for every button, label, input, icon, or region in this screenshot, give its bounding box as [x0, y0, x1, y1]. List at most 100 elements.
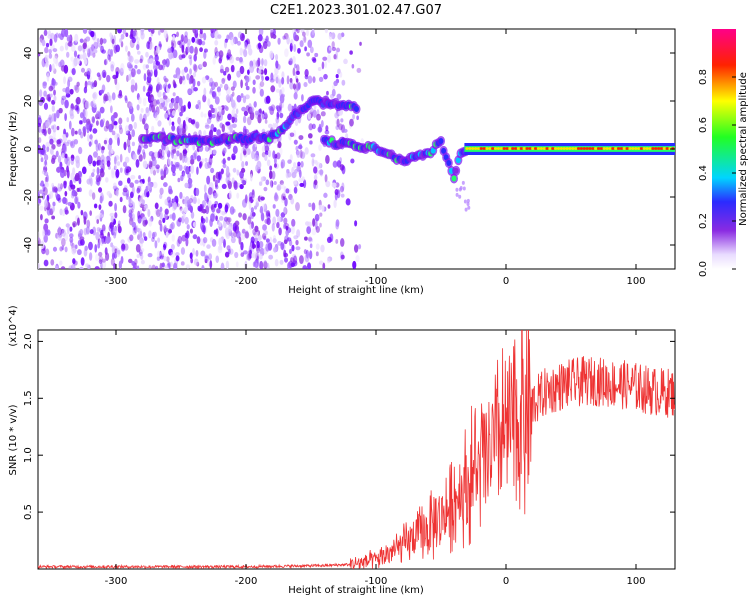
spectrogram-cell	[320, 111, 326, 117]
spectrogram-cell	[289, 154, 293, 162]
spectrogram-cell	[63, 76, 67, 85]
spectrogram-cell	[254, 153, 259, 162]
spectrogram-cell	[228, 228, 232, 234]
spectrogram-cell	[124, 97, 128, 104]
spectrogram-cell	[40, 148, 45, 156]
spectrogram-cell	[107, 54, 111, 61]
spectrogram-cell	[236, 40, 241, 46]
spectrogram-cell	[61, 152, 65, 159]
spectrogram-cell	[322, 262, 326, 269]
spectrogram-cell	[185, 264, 190, 269]
spectrogram-cell	[333, 53, 337, 60]
spectrogram-cell	[54, 53, 59, 59]
spectrogram-cell	[130, 174, 136, 180]
spectrogram-cell	[139, 247, 145, 253]
spectrogram-cell	[441, 147, 447, 154]
spectrogram-cell	[188, 54, 192, 60]
spectrogram-cell	[72, 221, 78, 227]
spectrogram-cell	[83, 215, 87, 225]
spectrogram-cell	[279, 94, 285, 104]
spectrogram-cell	[164, 98, 168, 108]
spectrogram-cell	[43, 154, 49, 161]
spectrogram-cell	[240, 230, 246, 241]
spectrogram-cell	[203, 48, 208, 53]
spectrogram-cell	[187, 101, 192, 110]
spectrogram-cell	[192, 196, 197, 205]
spectrogram-cell	[177, 235, 183, 245]
spectrogram-cell	[84, 80, 88, 89]
spectrogram-cell	[225, 175, 231, 185]
spectrogram-cell	[307, 133, 313, 139]
spectrogram-cell	[74, 244, 78, 250]
spectrogram-cell	[531, 147, 535, 150]
spectrogram-cell	[230, 86, 235, 91]
spectrogram-cell	[554, 147, 558, 150]
spectrogram-cell	[244, 82, 248, 87]
spectrogram-cell	[131, 129, 136, 138]
spectrogram-cell	[55, 150, 59, 158]
spectrogram-cell	[162, 217, 166, 224]
spectrogram-cell	[145, 109, 150, 117]
spectrogram-cell	[240, 79, 243, 89]
spectrogram-cell	[265, 179, 270, 186]
spectrogram-cell	[496, 147, 501, 150]
spectrogram-cell	[139, 113, 143, 122]
spectrogram-cell	[113, 231, 117, 239]
spectrogram-cell	[206, 175, 211, 185]
spectrogram-cell	[183, 35, 188, 44]
spectrogram-cell	[128, 258, 133, 264]
spectrogram-cell	[257, 42, 262, 49]
spectrogram-cell	[308, 123, 314, 131]
spectrogram-cell	[64, 153, 68, 159]
spectrogram-cell	[159, 262, 163, 269]
spectrogram-cell	[156, 84, 160, 93]
spectrogram-cell	[38, 117, 42, 126]
spectrogram-cell	[350, 158, 355, 164]
spectrogram-cell	[274, 122, 279, 128]
spectrogram-cell	[51, 125, 55, 130]
spectrogram-cell	[105, 177, 109, 183]
spectrogram-cell	[199, 29, 203, 35]
spectrogram-cell	[94, 266, 100, 269]
spectrogram-cell	[270, 180, 274, 188]
spectrogram-cell	[190, 164, 195, 174]
spectrogram-cell	[86, 67, 92, 76]
spectrogram-cell	[112, 74, 117, 80]
spectrogram-cell	[545, 147, 549, 150]
spectrogram-cell	[115, 169, 120, 179]
spectrogram-cell	[72, 167, 76, 176]
spectrogram-cell	[263, 203, 268, 213]
spectrogram-cell	[93, 103, 97, 109]
spectrogram-cell	[221, 183, 227, 190]
spectrogram-cell	[64, 99, 69, 109]
spectrogram-cell	[70, 263, 76, 269]
spectrogram-cell	[304, 253, 310, 263]
spectrogram-cell	[206, 244, 211, 249]
spectrogram-cell	[48, 85, 54, 92]
spectrogram-cell	[43, 223, 49, 232]
spectrogram-cell	[74, 84, 80, 94]
spectrogram-cell	[229, 124, 233, 133]
spectrogram-cell	[170, 244, 175, 251]
spectrogram-cell	[69, 88, 74, 95]
spectrogram-cell	[284, 257, 289, 263]
spectrogram-cell	[260, 196, 265, 201]
spectrogram-cell	[190, 85, 195, 94]
spectrogram-cell	[179, 208, 185, 214]
spectrogram-xtick-label: 0	[503, 276, 509, 287]
spectrogram-cell	[252, 79, 256, 86]
spectrogram-cell	[335, 182, 340, 188]
spectrogram-cell	[72, 258, 76, 265]
spectrogram-cell	[145, 51, 149, 58]
spectrogram-cell	[193, 64, 198, 73]
snr-xtick-label: 100	[626, 576, 645, 587]
spectrogram-cell	[343, 58, 348, 65]
spectrogram-cell	[205, 122, 209, 127]
spectrogram-cell	[45, 42, 50, 48]
spectrogram-cell	[84, 100, 90, 109]
spectrogram-cell	[137, 228, 142, 237]
spectrogram-cell	[281, 71, 285, 80]
spectrogram-cell	[562, 147, 566, 150]
spectrogram-cell	[98, 213, 103, 218]
spectrogram-cell	[184, 216, 189, 225]
